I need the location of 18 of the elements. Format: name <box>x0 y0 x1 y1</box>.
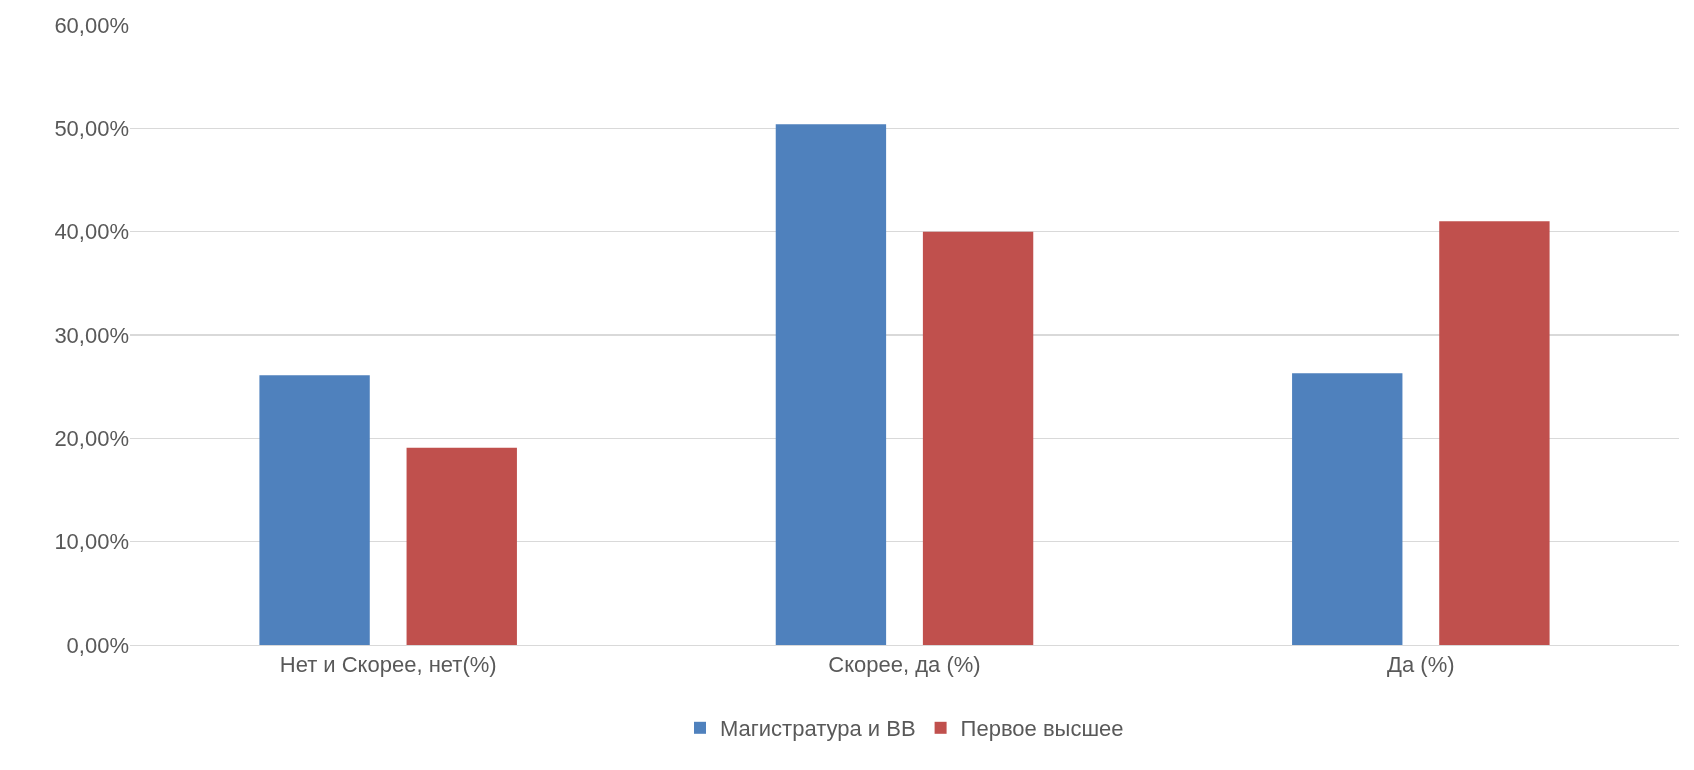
y-tick-label: 10,00% <box>54 529 129 555</box>
bar <box>775 124 887 645</box>
bar <box>406 447 517 645</box>
legend-label: Магистратура и ВВ <box>720 716 916 742</box>
y-tick-label: 50,00% <box>54 116 129 142</box>
y-tick-label: 30,00% <box>54 322 129 348</box>
y-tick-label: 60,00% <box>54 12 129 38</box>
x-tick-label: Нет и Скорее, нет(%) <box>279 652 497 678</box>
y-tick-label: 0,00% <box>66 632 129 658</box>
x-tick-label: Да (%) <box>1387 652 1455 678</box>
x-tick-label: Скорее, да (%) <box>828 652 981 678</box>
bar <box>259 375 370 645</box>
y-tick-label: 20,00% <box>54 426 129 452</box>
y-tick-label: 40,00% <box>54 219 129 245</box>
bar <box>1292 373 1403 645</box>
legend-label: Первое высшее <box>960 716 1124 742</box>
bar <box>1439 221 1550 645</box>
bar <box>922 231 1034 645</box>
